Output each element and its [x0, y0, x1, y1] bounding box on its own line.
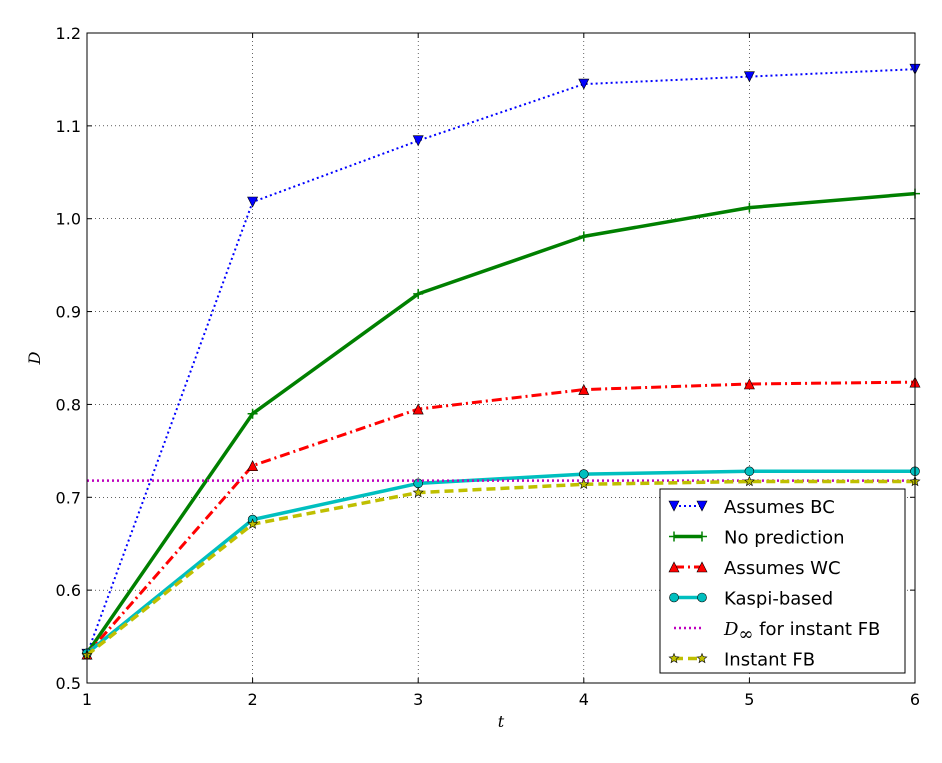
data-point	[743, 378, 755, 390]
x-tick-label: 2	[248, 690, 258, 709]
plot-frame	[86, 32, 916, 684]
data-point	[412, 403, 424, 415]
legend-marker	[668, 500, 680, 512]
data-point	[247, 518, 259, 529]
legend-marker	[696, 652, 708, 664]
data-point	[743, 475, 755, 487]
legend-label: Assumes BC	[724, 497, 835, 518]
data-point	[743, 71, 755, 83]
series-line	[86, 68, 916, 655]
data-point	[744, 202, 755, 213]
data-point	[412, 486, 424, 498]
y-tick-label: 1.2	[56, 24, 81, 43]
legend-entry: Assumes WC	[668, 558, 841, 579]
series-line	[85, 479, 915, 657]
legend-entry: Assumes BC	[668, 497, 835, 518]
legend-entry: Instant FB	[668, 650, 815, 671]
series-line	[85, 191, 916, 655]
legend-marker	[669, 531, 679, 542]
legend-entry: Kaspi-based	[669, 589, 833, 610]
legend-marker	[696, 500, 708, 512]
axis-ticks: 1 2 3 4 5 6 0.5 0.6 0.7 0.8 0.9 1.0 1.1 1.2	[56, 24, 921, 709]
legend-entry: D∞ for instant FB	[674, 619, 880, 645]
legend-marker	[668, 561, 680, 573]
legend-label: D∞ for instant FB	[723, 619, 880, 645]
legend-label: No prediction	[724, 528, 845, 549]
data-point	[578, 469, 589, 479]
series-line	[85, 469, 915, 655]
series-0	[81, 63, 921, 660]
data-point	[413, 288, 424, 299]
y-axis-label: D	[25, 351, 44, 365]
data-point	[744, 466, 755, 477]
legend-marker	[697, 531, 707, 542]
y-tick-label: 0.5	[56, 674, 81, 693]
x-tick-label: 5	[744, 690, 754, 709]
legend: Assumes BC No prediction Assumes WC Kaspi-b…	[659, 488, 906, 674]
legend-marker	[669, 592, 679, 603]
x-tick-label: 3	[413, 690, 423, 709]
y-tick-label: 0.6	[56, 581, 81, 600]
y-tick-label: 0.7	[56, 488, 81, 507]
legend-marker	[697, 592, 707, 603]
data-point	[578, 383, 590, 395]
data-point	[247, 408, 258, 419]
x-tick-label: 1	[82, 690, 92, 709]
legend-marker	[696, 561, 708, 573]
series-line	[85, 380, 916, 656]
y-tick-label: 0.8	[56, 395, 81, 414]
x-axis-label: t	[498, 712, 505, 731]
legend-box	[659, 488, 906, 674]
y-tick-label: 0.9	[56, 303, 81, 322]
series-layer	[81, 63, 921, 660]
data-point	[247, 460, 259, 472]
y-tick-label: 1.1	[56, 117, 81, 136]
legend-label: Kaspi-based	[724, 589, 833, 610]
legend-label: Instant FB	[724, 650, 815, 671]
legend-label: Assumes WC	[724, 558, 841, 579]
data-point	[578, 78, 590, 90]
x-tick-label: 6	[910, 690, 920, 709]
data-point	[578, 478, 590, 489]
data-point	[578, 231, 589, 242]
data-point	[412, 135, 424, 147]
legend-entry: No prediction	[669, 528, 845, 549]
data-point	[247, 196, 259, 208]
y-tick-label: 1.0	[56, 210, 81, 229]
legend-marker	[668, 652, 680, 664]
x-tick-label: 4	[579, 690, 589, 709]
